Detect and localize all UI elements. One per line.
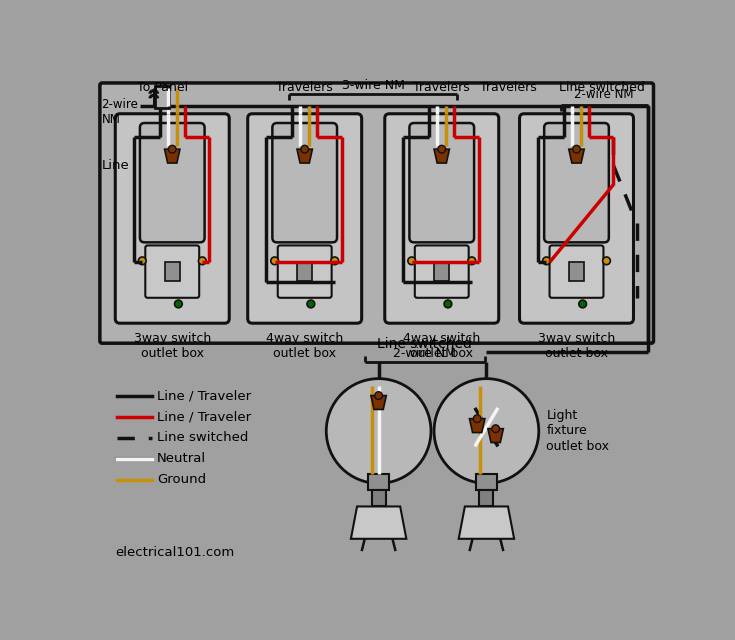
Circle shape: [301, 145, 309, 153]
Text: Travelers: Travelers: [276, 81, 333, 95]
Text: 4way switch
outlet box: 4way switch outlet box: [266, 332, 343, 360]
Bar: [476, 474, 497, 490]
Circle shape: [473, 415, 481, 422]
Text: Line switched: Line switched: [377, 337, 473, 351]
Bar: [434, 262, 449, 281]
Text: To Panel: To Panel: [137, 81, 189, 95]
Text: Travelers: Travelers: [481, 81, 537, 95]
FancyBboxPatch shape: [273, 123, 337, 243]
Circle shape: [270, 257, 279, 265]
Text: Ground: Ground: [157, 473, 206, 486]
Text: 3way switch
outlet box: 3way switch outlet box: [134, 332, 211, 360]
Circle shape: [434, 379, 539, 483]
Text: 2-wire
NM: 2-wire NM: [101, 99, 138, 126]
Circle shape: [603, 257, 610, 265]
Circle shape: [542, 257, 551, 265]
Bar: [569, 262, 584, 281]
Circle shape: [307, 300, 315, 308]
Circle shape: [573, 145, 581, 153]
FancyBboxPatch shape: [520, 114, 634, 323]
Circle shape: [331, 257, 339, 265]
Bar: [297, 262, 312, 281]
Circle shape: [492, 425, 500, 433]
Polygon shape: [569, 149, 584, 163]
FancyBboxPatch shape: [115, 114, 229, 323]
Text: Travelers: Travelers: [413, 81, 470, 95]
Polygon shape: [371, 396, 387, 410]
Circle shape: [579, 300, 587, 308]
Circle shape: [468, 257, 476, 265]
FancyBboxPatch shape: [146, 245, 199, 298]
Text: 4way switch
outlet box: 4way switch outlet box: [403, 332, 481, 360]
Bar: [479, 490, 493, 506]
Text: Light
fixture
outlet box: Light fixture outlet box: [546, 410, 609, 452]
FancyBboxPatch shape: [415, 245, 469, 298]
Circle shape: [438, 145, 445, 153]
Polygon shape: [165, 149, 180, 163]
Text: Neutral: Neutral: [157, 452, 206, 465]
Bar: [165, 262, 180, 281]
Polygon shape: [470, 419, 485, 433]
FancyBboxPatch shape: [278, 245, 331, 298]
Text: 2-wire NM: 2-wire NM: [393, 347, 456, 360]
Circle shape: [198, 257, 206, 265]
Bar: [155, 86, 169, 108]
FancyBboxPatch shape: [248, 114, 362, 323]
Bar: [368, 474, 390, 490]
Text: Line switched: Line switched: [157, 431, 248, 444]
Circle shape: [175, 300, 182, 308]
Text: Line: Line: [101, 159, 129, 172]
Text: Line / Traveler: Line / Traveler: [157, 411, 251, 424]
Polygon shape: [297, 149, 312, 163]
Polygon shape: [351, 506, 406, 539]
Polygon shape: [434, 149, 449, 163]
Bar: [372, 490, 386, 506]
Circle shape: [375, 392, 382, 399]
FancyBboxPatch shape: [544, 123, 609, 243]
Text: Line / Traveler: Line / Traveler: [157, 390, 251, 403]
Text: 3-wire NM: 3-wire NM: [342, 79, 405, 92]
FancyBboxPatch shape: [385, 114, 499, 323]
Text: Line switched: Line switched: [559, 81, 645, 95]
Circle shape: [408, 257, 415, 265]
FancyBboxPatch shape: [140, 123, 204, 243]
FancyBboxPatch shape: [409, 123, 474, 243]
Circle shape: [326, 379, 431, 483]
Circle shape: [138, 257, 146, 265]
Polygon shape: [459, 506, 514, 539]
FancyBboxPatch shape: [100, 83, 653, 343]
Polygon shape: [488, 429, 503, 442]
Text: electrical101.com: electrical101.com: [115, 546, 234, 559]
Text: 3way switch
outlet box: 3way switch outlet box: [538, 332, 615, 360]
Circle shape: [444, 300, 452, 308]
FancyBboxPatch shape: [550, 245, 603, 298]
Text: 2-wire NM: 2-wire NM: [575, 88, 634, 101]
Circle shape: [168, 145, 176, 153]
